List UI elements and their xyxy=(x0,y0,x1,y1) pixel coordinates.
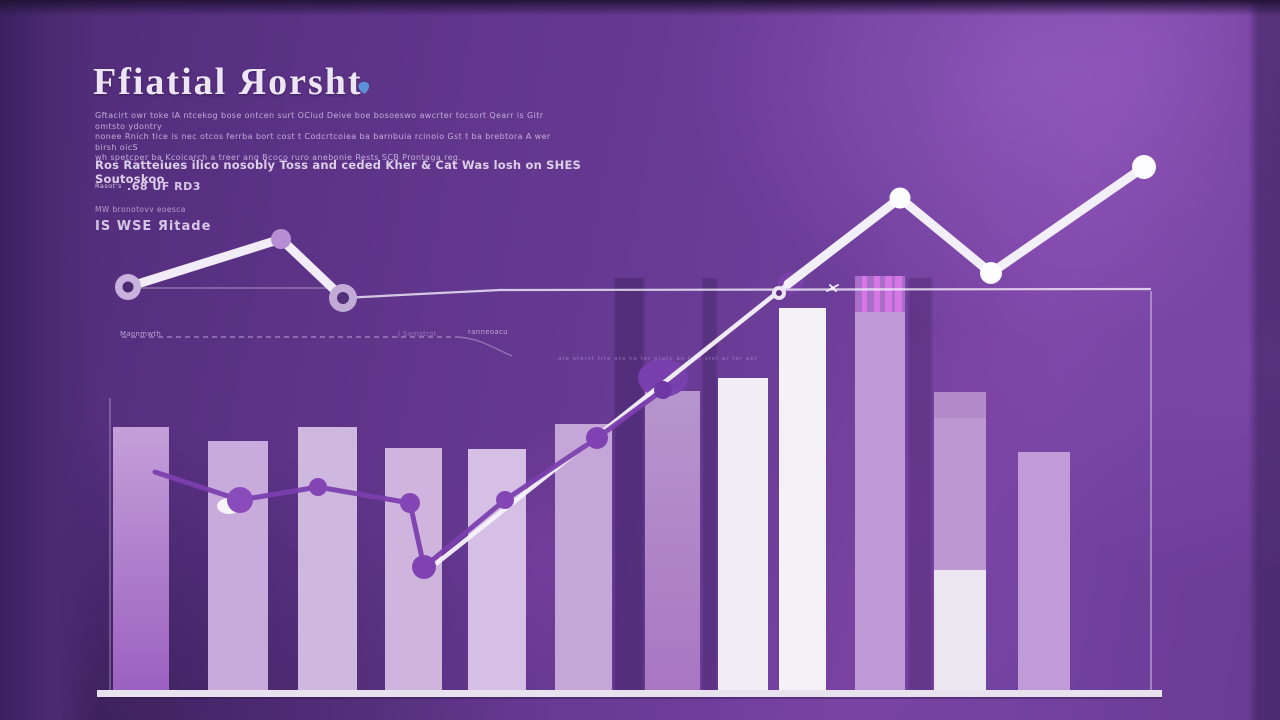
paragraph-line-1: Gftacirt owr toke IA ntcekog bose ontcen… xyxy=(95,111,544,131)
paragraph-line-3: wh spetcper ba Kcoicarch a treer ang Bco… xyxy=(95,153,462,162)
subtitle-secondary-small: Rasot's xyxy=(95,182,122,190)
marker-2 xyxy=(271,229,291,249)
marker-8 xyxy=(496,491,514,509)
marker-11-center xyxy=(776,290,782,296)
bar-7 xyxy=(645,391,700,693)
bar-2 xyxy=(208,441,268,693)
metric-label: IS WSE Яitade xyxy=(95,219,212,234)
bar-9 xyxy=(779,308,826,693)
page-title: Ffiatial Яorsht xyxy=(93,61,363,103)
dashed-line-label-left: Maonmwth xyxy=(120,330,162,338)
bar-10-stripe xyxy=(874,276,880,312)
subtitle-secondary: Rasot's .68 UF RD3 xyxy=(95,175,201,194)
dashed-line-label-mid: J Sxmstrot xyxy=(398,330,437,338)
marker-9 xyxy=(586,427,608,449)
bar-10-stripe xyxy=(862,276,867,312)
marker-3-center xyxy=(337,292,349,304)
marker-1-center xyxy=(122,281,134,293)
intro-paragraph: Gftacirt owr toke IA ntcekog bose ontcen… xyxy=(95,111,575,164)
marker-13 xyxy=(980,262,1002,284)
subtitle: Ros Ratteiues ilico nosobly Toss and ced… xyxy=(95,158,582,186)
dashed-annotation-tail xyxy=(456,336,513,357)
marker-12 xyxy=(889,187,911,209)
chart-baseline-shadow xyxy=(97,697,1162,699)
purple-line xyxy=(152,387,666,570)
bar-8 xyxy=(718,378,768,693)
thin-flat-line xyxy=(341,287,1152,300)
marker-10 xyxy=(654,381,672,399)
line-blob-1 xyxy=(638,359,688,397)
bar-12 xyxy=(1018,452,1070,693)
bar-11-white-section xyxy=(934,570,986,693)
tick-mark xyxy=(829,284,837,292)
dashed-line-label-right: ranneoacu xyxy=(468,328,508,336)
bar-10 xyxy=(855,276,905,693)
bar-1 xyxy=(113,427,169,693)
marker-4 xyxy=(227,487,253,513)
marker-7 xyxy=(412,555,436,579)
bar-3 xyxy=(298,427,357,693)
white-line-right xyxy=(783,162,1149,289)
white-line-left xyxy=(123,234,348,303)
marker-5 xyxy=(309,478,327,496)
white-diagonal xyxy=(434,281,791,566)
bar-10-stripe xyxy=(895,276,902,312)
paragraph-line-2: nonee Rnich tice is nec otcos ferrba bor… xyxy=(95,132,551,152)
bar-6 xyxy=(555,424,612,693)
marker-6 xyxy=(400,493,420,513)
marker-14 xyxy=(1132,155,1156,179)
chart-baseline xyxy=(97,690,1162,697)
bar-10-stripe xyxy=(885,276,892,312)
subtitle-secondary-main: .68 UF RD3 xyxy=(127,180,201,193)
tiny-annotation-row: ata eterst trte ata ne ter ptato an trat… xyxy=(558,356,758,362)
bar-11-cap xyxy=(934,392,986,418)
micro-caption: MW bronotovv eoesca xyxy=(95,205,186,214)
blue-pin-icon xyxy=(358,81,370,94)
bar-5 xyxy=(468,449,526,693)
